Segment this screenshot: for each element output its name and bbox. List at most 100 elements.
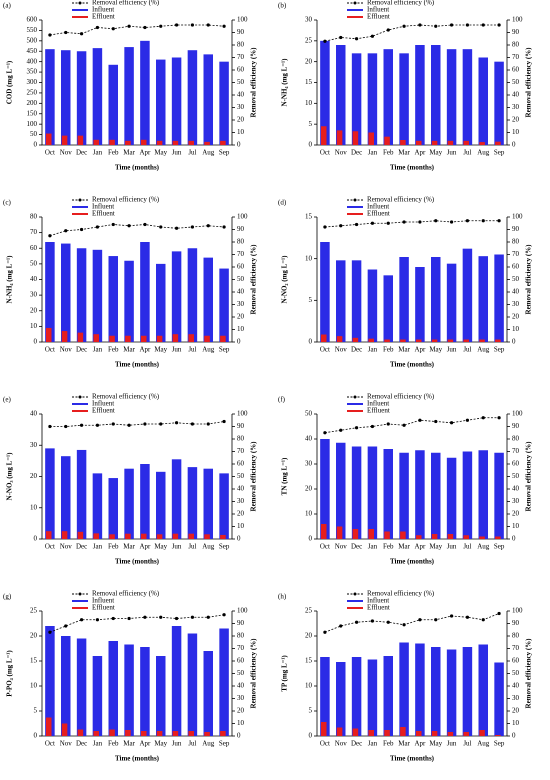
x-tick-label: Jul <box>463 346 471 354</box>
efficiency-point <box>449 23 454 27</box>
x-tick-label: Feb <box>383 740 394 748</box>
bar <box>494 254 504 342</box>
efficiency-point <box>127 616 131 621</box>
bar <box>140 40 150 146</box>
y-tick-label: 20 <box>305 485 313 493</box>
efficiency-point <box>402 24 406 28</box>
y-axis-label: P-PO₄ (mg L⁻¹) <box>6 650 14 697</box>
efficiency-point <box>465 418 470 422</box>
bar <box>446 49 457 145</box>
x-tick-label: Mar <box>123 346 135 354</box>
bar <box>140 242 150 342</box>
x-tick-label: Dec <box>76 149 87 157</box>
bar <box>431 339 438 342</box>
efficiency-point <box>95 225 100 229</box>
y2-tick-label: 40 <box>237 682 245 690</box>
x-tick-label: Jun <box>172 740 182 748</box>
y-tick-label: 250 <box>27 89 38 97</box>
bar <box>61 531 68 539</box>
y-tick-label: 10 <box>305 99 313 107</box>
efficiency-point <box>190 615 195 619</box>
efficiency-line <box>49 614 225 633</box>
bar <box>45 531 52 539</box>
x-tick-label: Mar <box>398 346 410 354</box>
y2-tick-label: 40 <box>512 288 520 296</box>
bar <box>77 135 84 145</box>
x-tick-label: Feb <box>108 149 119 157</box>
bar <box>204 335 210 342</box>
bar <box>478 57 488 145</box>
bar <box>92 48 103 145</box>
bar <box>125 533 131 539</box>
x-tick-label: Jun <box>447 149 457 157</box>
bar <box>203 257 213 342</box>
y-tick-label: 30 <box>30 291 38 299</box>
bar <box>220 534 226 539</box>
efficiency-point <box>111 616 115 621</box>
legend-label: Effluent <box>367 13 390 21</box>
efficiency-line <box>324 613 500 633</box>
x-tick-label: Aug <box>202 740 215 748</box>
x-axis-label: Time (months) <box>390 164 435 172</box>
x-tick-label: Sep <box>494 346 505 354</box>
legend-label: Removal efficiency (%) <box>367 590 435 598</box>
efficiency-point <box>206 422 210 426</box>
y-tick-label: 30 <box>305 460 313 468</box>
x-tick-label: Oct <box>320 740 330 748</box>
efficiency-point <box>465 615 470 619</box>
y2-tick-label: 100 <box>512 16 523 24</box>
x-tick-label: Jul <box>463 149 471 157</box>
x-tick-label: Sep <box>494 149 505 157</box>
y-tick-label: 450 <box>27 47 38 55</box>
efficiency-point <box>497 23 501 27</box>
y2-tick-label: 30 <box>237 103 245 111</box>
x-tick-label: Mar <box>123 149 135 157</box>
efficiency-point <box>127 224 131 228</box>
bar <box>351 657 362 736</box>
y-tick-label: 100 <box>27 120 38 128</box>
bar <box>45 626 55 736</box>
efficiency-point <box>402 623 406 627</box>
y2-axis-label: Removal efficiency (%) <box>525 638 533 709</box>
legend-label: Removal efficiency (%) <box>367 393 435 401</box>
efficiency-point <box>449 220 454 224</box>
bar <box>479 339 485 342</box>
x-tick-label: Dec <box>76 740 87 748</box>
bar <box>351 53 362 146</box>
bar <box>447 140 454 145</box>
panel-label: (h) <box>278 593 287 601</box>
y2-tick-label: 80 <box>237 238 245 246</box>
bar <box>203 54 213 145</box>
y-tick-label: 5 <box>309 296 313 304</box>
bar <box>336 442 346 539</box>
bar <box>61 636 71 736</box>
x-axis-label: Time (months) <box>390 558 435 566</box>
legend-label: Effluent <box>92 407 115 415</box>
y-tick-label: 600 <box>27 16 38 24</box>
y-tick-label: 300 <box>27 78 38 86</box>
x-tick-label: May <box>154 346 167 354</box>
x-axis-label: Time (months) <box>115 755 160 763</box>
legend-label: Effluent <box>367 604 390 612</box>
efficiency-line <box>49 421 225 427</box>
bar <box>383 49 393 145</box>
y2-tick-label: 0 <box>512 732 516 740</box>
bar <box>336 260 346 342</box>
legend-marker <box>353 395 357 399</box>
bar <box>368 338 374 342</box>
y2-tick-label: 70 <box>512 250 520 258</box>
y-tick-label: 80 <box>30 213 38 221</box>
x-tick-label: Nov <box>335 543 348 551</box>
efficiency-point <box>143 25 147 30</box>
x-tick-label: May <box>154 740 167 748</box>
bar <box>320 40 330 146</box>
bar <box>415 45 425 145</box>
bar <box>368 529 374 539</box>
bar <box>351 260 362 342</box>
x-tick-label: Aug <box>202 149 215 157</box>
x-tick-label: May <box>154 543 167 551</box>
y2-tick-label: 40 <box>512 485 520 493</box>
efficiency-point <box>174 23 179 27</box>
efficiency-line <box>324 24 500 42</box>
